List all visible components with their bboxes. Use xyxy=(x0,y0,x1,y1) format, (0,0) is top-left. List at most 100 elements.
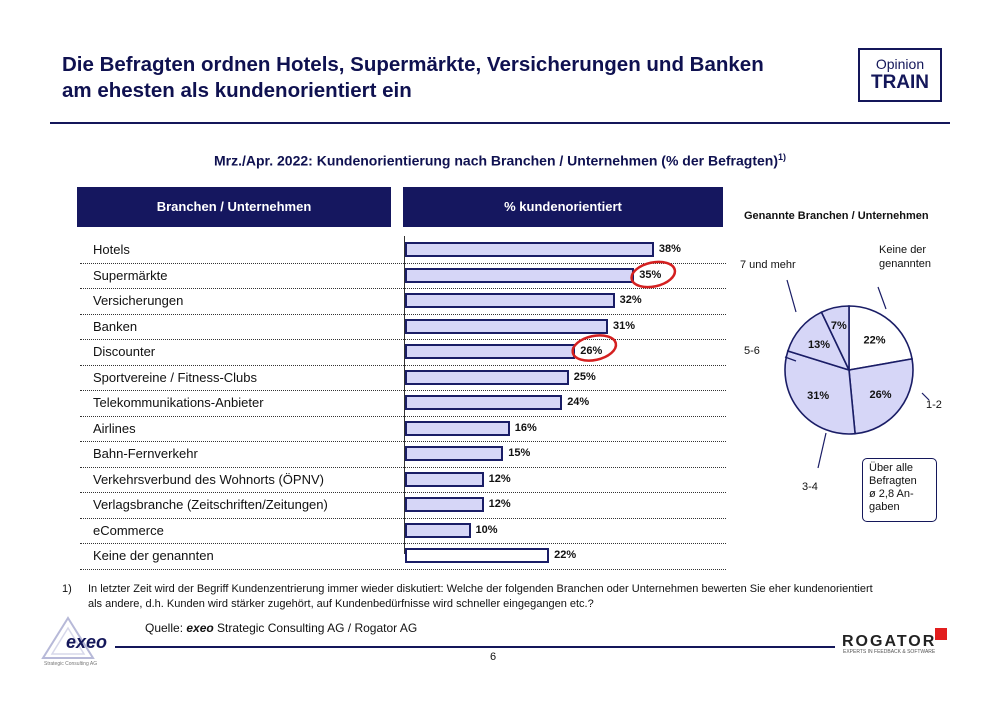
bar xyxy=(405,471,484,487)
bar-value-label: 15% xyxy=(508,447,531,459)
note-line2: Befragten xyxy=(869,475,917,487)
bar-category-label: Bahn-Fernverkehr xyxy=(93,446,198,461)
bar-value-label: 26% xyxy=(580,345,603,357)
rogator-logo-subtext: EXPERTS IN FEEDBACK & SOFTWARE xyxy=(843,649,936,655)
bar-row: Sportvereine / Fitness-Clubs 25% xyxy=(80,366,726,391)
pie-leader-line xyxy=(784,356,797,362)
bar-category-label: eCommerce xyxy=(93,522,164,538)
pie-slice xyxy=(848,305,913,371)
bar-row: Versicherungen 32% xyxy=(80,289,726,315)
bar-category-label: Banken xyxy=(93,318,138,334)
rogator-logo-text: ROGATOR xyxy=(842,633,937,650)
bar xyxy=(405,548,550,563)
exeo-logo-text: exeo xyxy=(66,632,108,652)
badge-line2: TRAIN xyxy=(870,72,930,93)
bar-value-label: 31% xyxy=(613,319,636,332)
bar-value-label: 25% xyxy=(573,370,596,383)
bar-chart: Hotels 38% Supermärkte 35% Versicherungen 32%… xyxy=(80,238,726,570)
badge-line1: Opinion xyxy=(875,56,925,72)
bar-category-label: Verlagsbranche (Zeitschriften/Zeitungen) xyxy=(93,497,328,512)
bar-row: Keine der genannten 22% xyxy=(80,544,726,570)
pie-label-3-4: 3-4 xyxy=(802,481,818,493)
bar-category-label: Telekommunikations-Anbieter xyxy=(93,395,264,410)
chart-title: Mrz./Apr. 2022: Kundenorientierung nach … xyxy=(60,152,940,169)
bar-category-label: Versicherungen xyxy=(93,293,184,308)
average-note-box: Über alle Befragten ø 2,8 An- gaben xyxy=(862,458,937,522)
pie-label-keine: Keine der genannten xyxy=(879,243,931,271)
pie-label-keine-line1: Keine der xyxy=(879,244,927,256)
bar-row: eCommerce 10% xyxy=(80,519,726,544)
bar-value-label: 35% xyxy=(639,268,662,281)
bar-category-label: Discounter xyxy=(93,344,156,359)
bar-category-label: Airlines xyxy=(93,420,136,436)
pie-slice xyxy=(848,357,914,435)
note-line3: ø 2,8 An- xyxy=(869,488,914,500)
source-prefix: Quelle: xyxy=(145,621,187,635)
bar-row: Telekommunikations-Anbieter 24% xyxy=(80,391,726,417)
bar-row: Verlagsbranche (Zeitschriften/Zeitungen)… xyxy=(80,493,726,519)
highlight-ellipse xyxy=(571,334,618,362)
bar-value-label: 24% xyxy=(567,396,590,408)
bar xyxy=(405,344,576,359)
bar-category-label: Supermärkte xyxy=(93,267,168,283)
header-rule xyxy=(50,122,950,124)
pie-value-label: 22% xyxy=(863,335,885,347)
bar-category-label: Keine der genannten xyxy=(93,548,214,563)
bar xyxy=(405,369,569,385)
footer-rule xyxy=(115,646,835,648)
highlight-ellipse xyxy=(630,260,677,289)
pie-leader-line xyxy=(817,432,827,469)
note-line4: gaben xyxy=(869,501,900,513)
column-header-branches: Branchen / Unternehmen xyxy=(77,187,391,227)
pie-value-label: 31% xyxy=(807,390,829,402)
bar xyxy=(405,293,615,308)
page-title-line1: Die Befragten ordnen Hotels, Supermärkte… xyxy=(62,53,764,76)
bar-row: Verkehrsverbund des Wohnorts (ÖPNV) 12% xyxy=(80,468,726,493)
bar-category-label: Hotels xyxy=(93,242,130,257)
rogator-logo-square-icon xyxy=(935,628,947,640)
footnote-text: In letzter Zeit wird der Begriff Kundenz… xyxy=(88,582,938,612)
pie-leader-line xyxy=(786,279,797,313)
bar-category-label: Verkehrsverbund des Wohnorts (ÖPNV) xyxy=(93,471,324,487)
pie-title: Genannte Branchen / Unternehmen xyxy=(744,210,929,222)
source-rest: Strategic Consulting AG / Rogator AG xyxy=(213,621,418,635)
bar-axis-line xyxy=(404,236,405,554)
bar xyxy=(405,395,563,410)
bar-value-label: 32% xyxy=(619,294,642,306)
column-header-percent: % kundenorientiert xyxy=(403,187,723,227)
page-number: 6 xyxy=(490,651,497,663)
bar-row: Airlines 16% xyxy=(80,417,726,442)
pie-leader-line xyxy=(877,286,887,310)
pie-label-1-2: 1-2 xyxy=(926,399,942,411)
pie-value-label: 26% xyxy=(870,389,892,401)
footnote-number: 1) xyxy=(62,583,72,595)
bar-value-label: 16% xyxy=(514,421,537,434)
pie-label-5-6: 5-6 xyxy=(744,345,760,357)
pie-value-label: 7% xyxy=(831,320,847,332)
opinion-train-badge: Opinion TRAIN xyxy=(858,48,942,102)
pie-leader-line xyxy=(921,392,930,401)
bar-value-label: 12% xyxy=(488,498,511,510)
pie-chart: 22% 26% 31% 13%7% xyxy=(784,279,930,469)
source-line: Quelle: exeo Strategic Consulting AG / R… xyxy=(145,621,417,635)
chart-title-text: Mrz./Apr. 2022: Kundenorientierung nach … xyxy=(214,152,778,169)
bar-category-label: Sportvereine / Fitness-Clubs xyxy=(93,369,258,385)
footnote-line2: als andere, d.h. Kunden wird stärker zug… xyxy=(88,598,594,610)
bar-value-label: 22% xyxy=(554,549,577,561)
note-line1: Über alle xyxy=(869,462,914,474)
bar-value-label: 38% xyxy=(658,243,681,255)
pie-slice xyxy=(820,305,850,371)
pie-label-keine-line2: genannten xyxy=(879,258,931,270)
bar xyxy=(405,497,484,512)
bar xyxy=(405,242,654,257)
bar-value-label: 10% xyxy=(475,523,498,536)
exeo-logo-icon xyxy=(41,616,95,659)
chart-title-footnote-ref: 1) xyxy=(777,152,786,162)
bar xyxy=(405,318,609,334)
exeo-logo-subtext: Strategic Consulting AG xyxy=(44,661,98,667)
pie-slice xyxy=(784,349,856,435)
pie-value-label: 13% xyxy=(808,339,830,351)
bar-row: Discounter 26% xyxy=(80,340,726,366)
bar-row: Hotels 38% xyxy=(80,238,726,264)
